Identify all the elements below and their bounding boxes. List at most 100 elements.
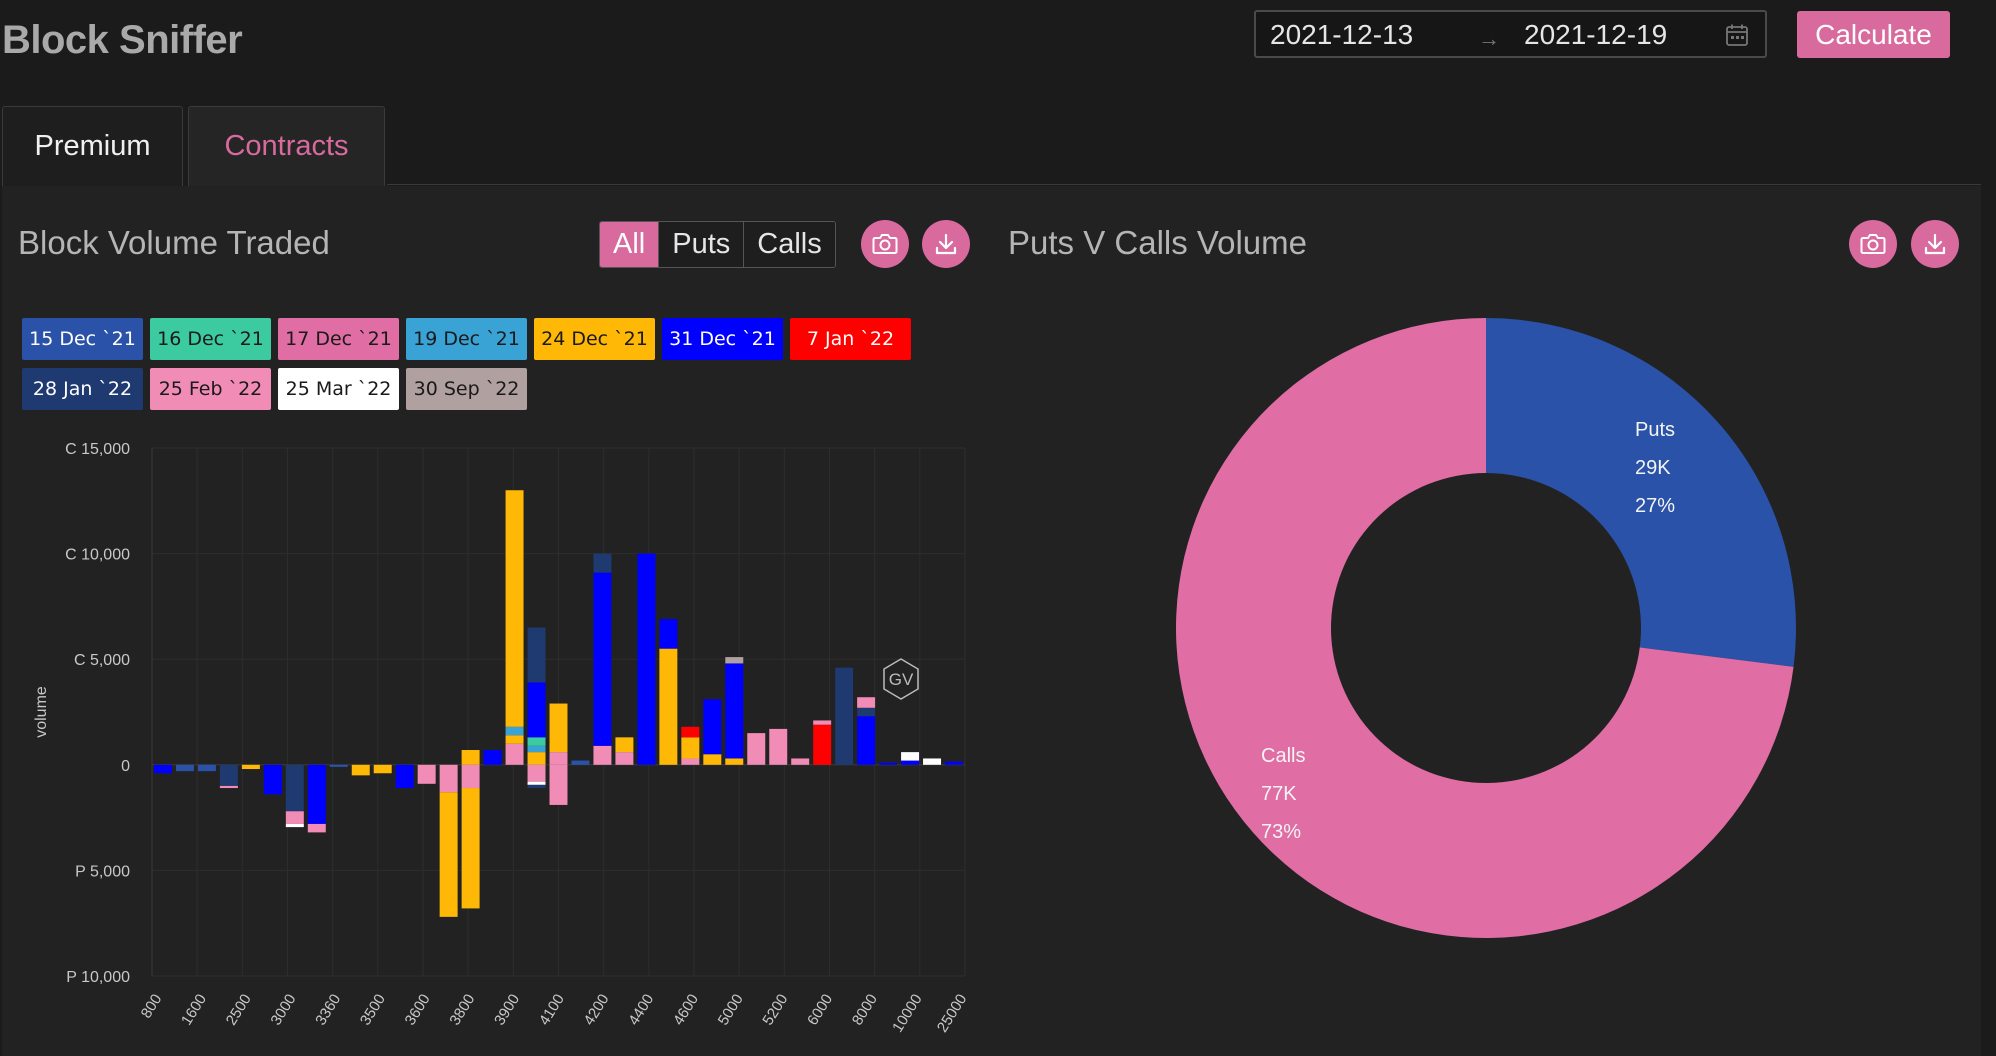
bar-segment — [901, 752, 920, 761]
bar-segment — [857, 697, 876, 708]
x-tick-label: 5000 — [715, 991, 747, 1028]
bar-segment — [659, 619, 678, 649]
legend-item[interactable]: 30 Sep `22 — [406, 368, 527, 410]
start-date-input[interactable] — [1270, 18, 1460, 52]
end-date-input[interactable] — [1524, 18, 1714, 52]
bar-segment — [681, 726, 700, 738]
snapshot-button-right[interactable] — [1849, 220, 1897, 268]
x-tick-label: 4100 — [536, 991, 568, 1028]
download-button[interactable] — [922, 220, 970, 268]
bar-segment — [615, 737, 634, 753]
x-tick-label: 3800 — [446, 991, 478, 1028]
bar-segment — [769, 728, 788, 765]
x-tick-label: 3360 — [312, 991, 344, 1028]
bar-segment — [681, 737, 700, 759]
bar-segment — [659, 648, 678, 765]
bar-segment — [285, 823, 304, 828]
bar-segment — [527, 752, 546, 765]
legend-item[interactable]: 28 Jan `22 — [22, 368, 143, 410]
tab-contracts[interactable]: Contracts — [188, 106, 385, 186]
filter-all-button[interactable]: All — [600, 222, 659, 267]
y-axis-label: volume — [33, 686, 50, 738]
tab-premium[interactable]: Premium — [2, 106, 183, 186]
legend-item[interactable]: 17 Dec `21 — [278, 318, 399, 360]
bar-segment — [593, 745, 612, 765]
camera-icon — [872, 234, 898, 254]
x-tick-label: 3900 — [491, 991, 523, 1028]
y-tick-label: C 10,000 — [65, 547, 130, 564]
legend-item[interactable]: 24 Dec `21 — [534, 318, 655, 360]
x-tick-label: 800 — [138, 991, 166, 1021]
bar-segment — [197, 764, 216, 772]
bar-segment — [527, 781, 546, 785]
legend-item[interactable]: 19 Dec `21 — [406, 318, 527, 360]
bar-segment — [615, 752, 634, 765]
bar-segment — [527, 682, 546, 738]
download-icon — [935, 233, 957, 255]
bar-segment — [813, 720, 832, 725]
bar-segment — [593, 553, 612, 573]
legend-item[interactable]: 7 Jan `22 — [790, 318, 911, 360]
bar-segment — [154, 764, 172, 774]
bar-segment — [461, 788, 480, 909]
bar-segment — [527, 737, 546, 746]
x-tick-label: 2500 — [223, 991, 255, 1028]
block-volume-panel: Block Volume Traded All Puts Calls 15 De… — [2, 186, 992, 1056]
donut-label: 27% — [1635, 495, 1675, 517]
snapshot-button[interactable] — [861, 220, 909, 268]
legend-item[interactable]: 25 Feb `22 — [150, 368, 271, 410]
filter-puts-button[interactable]: Puts — [658, 222, 744, 267]
bar-segment — [395, 764, 414, 789]
bar-segment — [923, 758, 942, 765]
x-tick-label: 3500 — [357, 991, 389, 1028]
app-title: Block Sniffer — [2, 18, 243, 62]
date-range-picker[interactable]: → — [1254, 10, 1767, 58]
donut-label: Puts — [1635, 419, 1675, 441]
donut-label: 29K — [1635, 457, 1671, 479]
bar-segment — [571, 760, 590, 765]
download-button-right[interactable] — [1911, 220, 1959, 268]
x-tick-label: 25000 — [934, 991, 971, 1035]
camera-icon — [1860, 234, 1886, 254]
donut-label: 77K — [1261, 783, 1297, 805]
calendar-icon[interactable] — [1725, 23, 1749, 47]
x-tick-label: 1600 — [178, 991, 210, 1028]
legend-item[interactable]: 31 Dec `21 — [662, 318, 783, 360]
bar-segment — [351, 764, 370, 776]
x-tick-label: 4200 — [581, 991, 613, 1028]
x-tick-label: 10000 — [889, 991, 926, 1035]
bar-segment — [439, 792, 458, 917]
legend-item[interactable]: 25 Mar `22 — [278, 368, 399, 410]
bar-segment — [307, 823, 326, 833]
block-volume-title: Block Volume Traded — [18, 224, 330, 261]
legend-item[interactable]: 16 Dec `21 — [150, 318, 271, 360]
bar-segment — [417, 764, 436, 784]
bar-segment — [461, 764, 480, 789]
y-tick-label: P 5,000 — [75, 863, 130, 880]
x-tick-label: 3600 — [402, 991, 434, 1028]
bar-segment — [747, 733, 766, 765]
bar-segment — [505, 726, 524, 736]
bar-segment — [285, 764, 304, 812]
bar-segment — [901, 760, 920, 765]
donut-label: 73% — [1261, 821, 1301, 843]
legend-item[interactable]: 15 Dec `21 — [22, 318, 143, 360]
bar-segment — [219, 764, 238, 786]
y-tick-label: P 10,000 — [66, 969, 130, 986]
bar-segment — [549, 764, 568, 805]
bar-segment — [505, 735, 524, 744]
bar-segment — [593, 572, 612, 746]
filter-calls-button[interactable]: Calls — [743, 222, 835, 267]
bar-segment — [857, 716, 876, 765]
calculate-button[interactable]: Calculate — [1797, 11, 1950, 58]
bar-segment — [681, 758, 700, 765]
bar-segment — [505, 490, 524, 727]
donut-slice[interactable] — [1486, 318, 1796, 667]
x-tick-label: 6000 — [804, 991, 836, 1028]
block-volume-bar-chart: C 15,000 C 10,000 C 5,000 0 P 5,000 P 10,000 v… — [33, 441, 971, 1035]
bar-segment — [527, 627, 546, 683]
y-tick-label: 0 — [121, 758, 130, 775]
donut-slice[interactable] — [1176, 318, 1794, 938]
bar-segment — [263, 764, 282, 795]
